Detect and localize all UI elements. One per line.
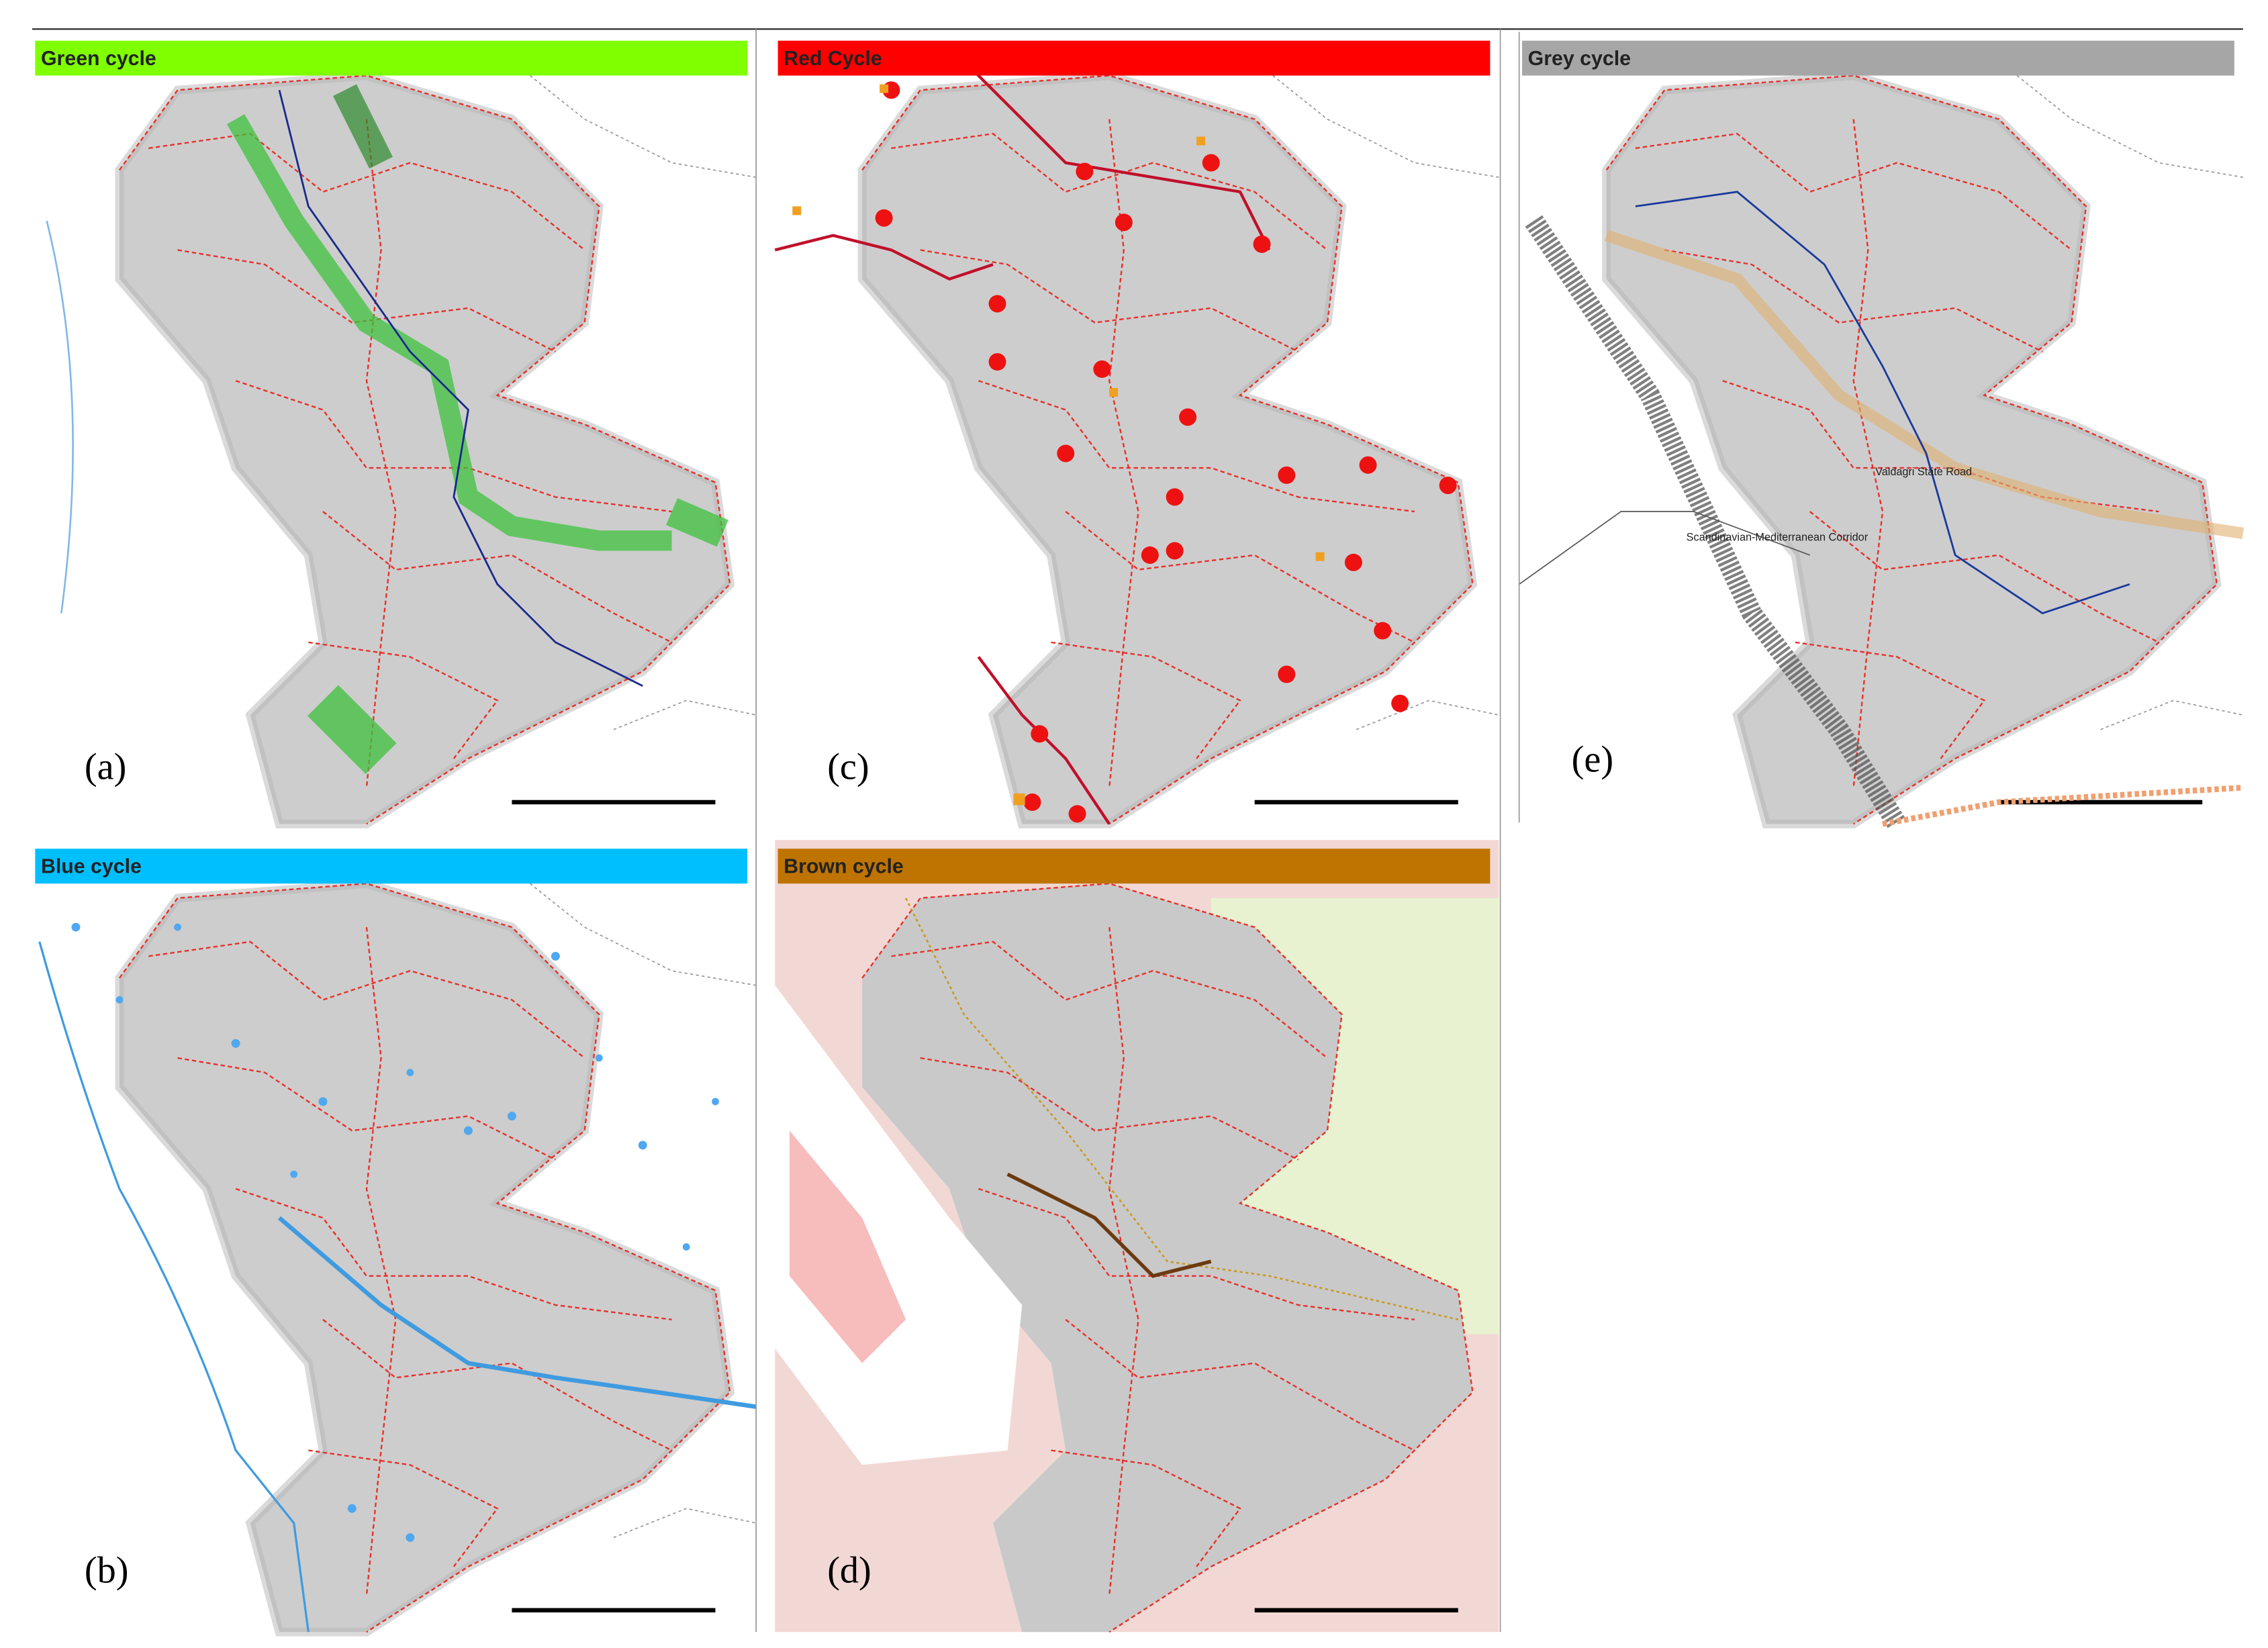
river <box>46 220 74 614</box>
sites <box>792 84 1325 806</box>
panel: Brown cycle (d) <box>775 840 1499 1633</box>
route <box>904 898 1459 1320</box>
panel-label: (d) <box>827 1550 871 1592</box>
green-area <box>308 685 397 775</box>
panel-title: Brown cycle <box>784 855 903 877</box>
road <box>1519 511 1810 585</box>
panel-label: (b) <box>85 1550 129 1592</box>
panel: Blue cycle (b) <box>32 840 756 1632</box>
map <box>32 32 756 824</box>
water-points <box>71 922 719 1542</box>
map-annotation: Valdagri State Road <box>1875 466 1972 478</box>
river <box>278 89 643 687</box>
panel-title: Blue cycle <box>41 855 142 877</box>
map <box>775 32 1499 824</box>
corridor <box>1525 215 1906 830</box>
map-annotation: Scandinavian-Mediterranean Corridor <box>1687 531 1869 543</box>
green-area <box>666 498 728 547</box>
road <box>774 234 994 281</box>
panel-header <box>1522 40 2234 76</box>
river <box>277 1216 757 1409</box>
panel-title: Green cycle <box>41 48 156 70</box>
map <box>32 840 756 1632</box>
river <box>1635 191 2130 615</box>
road <box>1882 785 2244 827</box>
panel-title: Red Cycle <box>784 48 882 70</box>
panel-title: Grey cycle <box>1528 48 1631 70</box>
panel-label: (c) <box>827 746 869 787</box>
panel: Valdagri State Road Scandinavian-Mediter… <box>1519 32 2245 830</box>
green-area <box>226 114 672 551</box>
river <box>38 941 310 1633</box>
panel: Red Cycle (c) <box>775 32 1499 824</box>
panel-header <box>35 40 748 76</box>
panel-label: (a) <box>85 746 126 787</box>
route <box>1006 1172 1212 1278</box>
green-area <box>333 84 393 169</box>
panel-header <box>777 849 1491 884</box>
land-use <box>789 1130 906 1363</box>
panel-header <box>35 849 748 884</box>
panel: Green cycle (a) <box>32 32 756 824</box>
road <box>948 45 1271 251</box>
panel-label: (e) <box>1572 738 1613 780</box>
land-use <box>775 985 1023 1465</box>
panel-header <box>777 40 1491 76</box>
state-road <box>1604 230 2245 540</box>
